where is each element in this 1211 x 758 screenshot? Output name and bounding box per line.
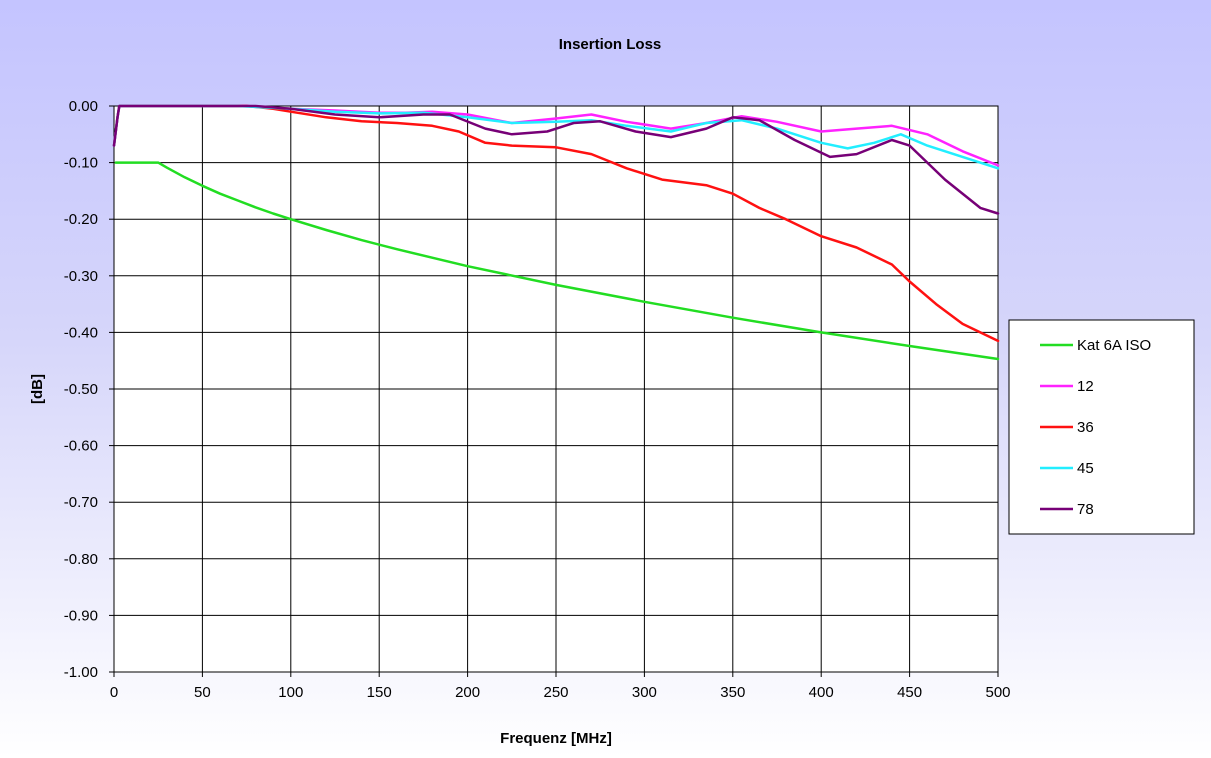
series-line-kat-6a-iso [114,161,1000,361]
x-tick-label: 500 [985,684,1010,701]
y-tick-label: -0.90 [64,607,98,624]
y-tick-label: -0.20 [64,211,98,228]
legend-label: 12 [1077,378,1094,395]
y-axis-title: [dB] [29,374,46,404]
x-tick-label: 350 [720,684,745,701]
x-tick-label: 200 [455,684,480,701]
legend-label: 45 [1077,460,1094,477]
x-tick-label: 150 [367,684,392,701]
axes: 0 50 100 150 200 250 300 350 400 450 500 0.00 -0.10 -… [64,98,1011,701]
x-tick-label: 250 [543,684,568,701]
y-tick-label: -0.30 [64,268,98,285]
legend-box [1008,319,1195,535]
legend-label: 36 [1077,419,1094,436]
x-tick-label: 400 [809,684,834,701]
y-tick-label: -0.70 [64,494,98,511]
legend-label: 78 [1077,501,1094,518]
chart-title: Insertion Loss [559,36,662,53]
y-tick-label: -0.50 [64,381,98,398]
x-tick-label: 450 [897,684,922,701]
x-axis-title: Frequenz [MHz] [500,730,612,747]
legend-label: Kat 6A ISO [1077,337,1151,354]
series-lines [112,104,1000,361]
legend: Kat 6A ISO 12 36 45 78 [1008,319,1195,535]
y-tick-label: -1.00 [64,664,98,681]
y-tick-label: -0.80 [64,551,98,568]
x-tick-label: 300 [632,684,657,701]
x-tick-label: 50 [194,684,211,701]
series-line-78 [112,104,1000,215]
y-tick-label: -0.60 [64,438,98,455]
x-tick-label: 100 [278,684,303,701]
x-tick-label: 0 [110,684,118,701]
y-tick-label: -0.10 [64,155,98,172]
y-tick-label: -0.40 [64,324,98,341]
y-tick-label: 0.00 [69,98,98,115]
